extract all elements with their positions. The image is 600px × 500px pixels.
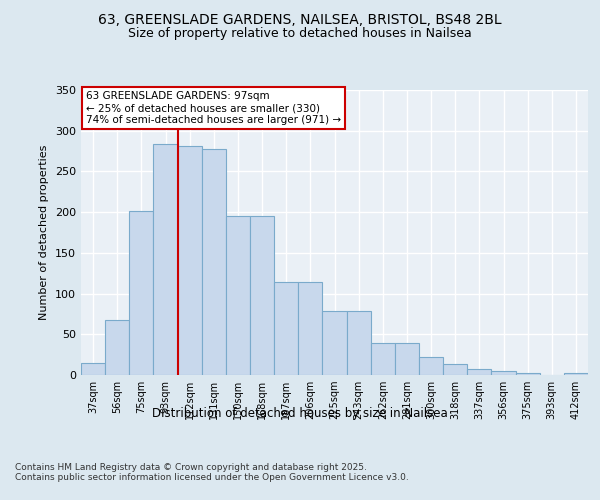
Bar [419, 357, 443, 375]
Text: Distribution of detached houses by size in Nailsea: Distribution of detached houses by size … [152, 408, 448, 420]
Bar [250, 216, 274, 375]
Bar [298, 282, 322, 375]
Bar [226, 216, 250, 375]
Y-axis label: Number of detached properties: Number of detached properties [40, 145, 49, 320]
Bar [347, 310, 371, 375]
Text: 63 GREENSLADE GARDENS: 97sqm
← 25% of detached houses are smaller (330)
74% of s: 63 GREENSLADE GARDENS: 97sqm ← 25% of de… [86, 92, 341, 124]
Bar [81, 363, 105, 375]
Text: 63, GREENSLADE GARDENS, NAILSEA, BRISTOL, BS48 2BL: 63, GREENSLADE GARDENS, NAILSEA, BRISTOL… [98, 12, 502, 26]
Bar [515, 374, 540, 375]
Bar [322, 310, 347, 375]
Bar [491, 371, 515, 375]
Text: Size of property relative to detached houses in Nailsea: Size of property relative to detached ho… [128, 28, 472, 40]
Bar [274, 282, 298, 375]
Bar [202, 148, 226, 375]
Bar [129, 212, 154, 375]
Bar [467, 370, 491, 375]
Bar [371, 343, 395, 375]
Bar [105, 320, 129, 375]
Bar [178, 146, 202, 375]
Bar [154, 144, 178, 375]
Bar [564, 372, 588, 375]
Text: Contains HM Land Registry data © Crown copyright and database right 2025.
Contai: Contains HM Land Registry data © Crown c… [15, 462, 409, 482]
Bar [395, 343, 419, 375]
Bar [443, 364, 467, 375]
